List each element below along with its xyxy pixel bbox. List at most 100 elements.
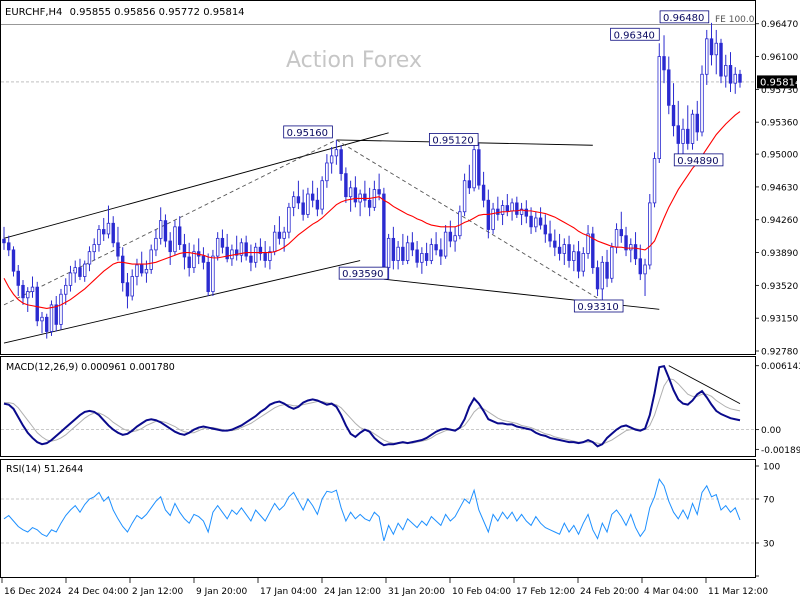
candle-body — [125, 282, 130, 297]
candle-body — [519, 208, 524, 215]
candle-body — [629, 244, 633, 251]
candle-body — [676, 125, 680, 144]
candle-body — [54, 304, 58, 325]
candle-body — [263, 253, 267, 261]
candle-body — [225, 246, 229, 260]
macd-tick-label: 0.006143 — [761, 362, 800, 372]
candle-body — [610, 246, 614, 279]
fib-dashed-line — [3, 139, 337, 306]
annotation-box — [283, 125, 333, 139]
watermark: Action Forex — [286, 48, 422, 73]
annotation-text: 0.94890 — [677, 156, 718, 167]
candle-body — [481, 184, 486, 201]
candle-body — [149, 249, 153, 270]
candle-body — [334, 149, 339, 157]
candle-body — [372, 189, 377, 208]
candle-body — [315, 199, 320, 210]
price-annotation: 0.95120 — [428, 133, 479, 146]
candle-body — [453, 235, 457, 242]
candle-body — [614, 229, 619, 248]
candle-body — [348, 187, 353, 198]
time-tick-label: 17 Feb 12:00 — [516, 587, 575, 597]
candle-body — [329, 155, 334, 164]
candle-body — [548, 233, 552, 242]
candle-body — [557, 246, 562, 254]
time-tick-label: 11 Mar 12:00 — [708, 587, 768, 597]
price-plot: 0.95160 0.95120 0.93590 0.93310 0.94890 0.963… — [1, 10, 755, 344]
candle-body — [595, 267, 600, 290]
macd-tick-label: -0.001896 — [761, 446, 800, 456]
candle-body — [92, 244, 96, 253]
candle-body — [30, 286, 35, 292]
candle-body — [690, 113, 695, 144]
candle-body — [173, 226, 177, 253]
candle-body — [410, 242, 415, 251]
candle-body — [68, 272, 73, 286]
macd-panel-frame — [0, 356, 756, 457]
candle-body — [367, 199, 372, 208]
candle-body — [600, 261, 605, 290]
candle-body — [182, 244, 187, 258]
candle-body — [296, 196, 301, 204]
current-price-box — [757, 75, 797, 89]
candle-body — [572, 251, 576, 261]
candle-body — [415, 249, 419, 263]
candle-body — [21, 284, 25, 299]
candle-body — [534, 217, 538, 228]
candle-body — [439, 249, 443, 257]
annotation-text: 0.95160 — [287, 128, 328, 139]
macd-trendline — [668, 365, 741, 405]
price-tick-label: 0.95730 — [761, 86, 798, 96]
candle-body — [215, 237, 220, 257]
price-tick-label: 0.96100 — [761, 53, 798, 63]
price-annotation: 0.95160 — [283, 125, 333, 139]
price-tick-label: 0.93890 — [761, 249, 798, 259]
candle-body — [510, 202, 514, 212]
candle-body — [624, 235, 628, 251]
candle-body — [206, 261, 210, 292]
candle-body — [177, 226, 182, 245]
rsi-tick-label: 70 — [763, 496, 775, 506]
candle-body — [724, 65, 728, 77]
candle-body — [163, 220, 168, 242]
price-annotation: 0.96480 — [659, 10, 710, 24]
candle-body — [277, 231, 282, 239]
candle-body — [272, 231, 277, 253]
price-annotation: 0.93590 — [338, 266, 389, 280]
time-tick-label: 9 Jan 20:00 — [196, 587, 248, 597]
main-panel-frame — [0, 0, 756, 355]
price-tick-label: 0.94630 — [761, 183, 798, 193]
candle-body — [73, 267, 77, 274]
candle-body — [83, 263, 87, 277]
candle-body — [220, 237, 225, 248]
rsi-plot — [1, 478, 755, 544]
candle-body — [738, 73, 742, 83]
candle-body — [462, 180, 467, 213]
candle-body — [700, 73, 704, 133]
annotation-text: 0.96480 — [663, 13, 704, 24]
candle-body — [681, 128, 685, 144]
candle-body — [619, 229, 623, 237]
annotation-text: 0.96340 — [614, 30, 655, 41]
candle-body — [258, 246, 263, 254]
candle-body — [11, 249, 16, 272]
candle-body — [709, 38, 714, 56]
candle-body — [500, 205, 505, 215]
rsi-tick-label: 30 — [763, 540, 775, 550]
candle-body — [652, 158, 657, 204]
candle-body — [234, 249, 239, 256]
candle-body — [524, 208, 529, 217]
price-tick-label: 0.92780 — [761, 348, 798, 358]
candle-body — [643, 264, 647, 275]
candle-body — [576, 251, 581, 272]
candle-body — [386, 237, 391, 269]
candle-body — [543, 224, 548, 235]
annotation-text: 0.93590 — [342, 269, 383, 280]
candle-body — [106, 222, 111, 235]
candle-body — [102, 229, 106, 235]
candle-body — [714, 42, 718, 56]
macd-title: MACD(12,26,9) 0.000961 0.001780 — [6, 362, 175, 373]
rsi-tick-label: 100 — [763, 463, 780, 473]
candle-body — [420, 253, 424, 263]
current-price-text: 0.95814 — [760, 77, 800, 88]
